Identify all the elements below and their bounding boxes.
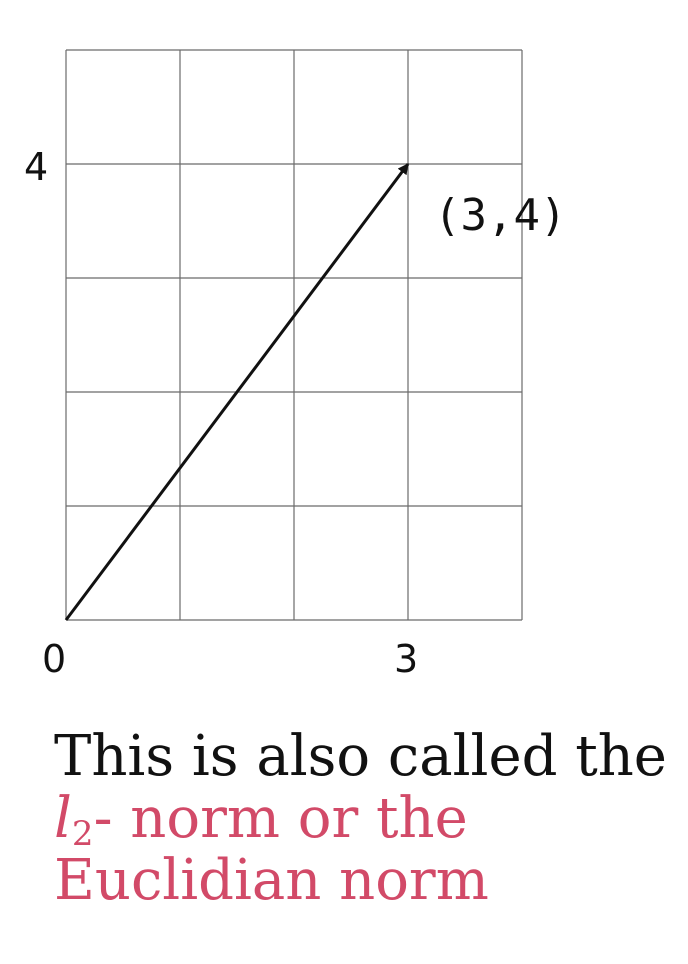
x-tick-label-3: 3: [394, 637, 418, 681]
caption: This is also called the l2- norm or the …: [54, 726, 684, 912]
caption-line-2: l2- norm or the: [54, 786, 684, 852]
vector-diagram: 4 0 3 (3,4): [24, 49, 566, 681]
norm-subscript: 2: [71, 814, 94, 854]
grid: [65, 49, 523, 621]
y-tick-label-4: 4: [24, 145, 48, 189]
vector-arrow: [64, 163, 410, 621]
caption-line-1: This is also called the: [54, 724, 667, 789]
caption-line-3: Euclidian norm: [54, 848, 489, 913]
point-label: (3,4): [434, 190, 566, 241]
norm-suffix: - norm or the: [93, 786, 468, 851]
norm-symbol: l: [54, 786, 72, 851]
x-tick-label-0: 0: [42, 637, 66, 681]
